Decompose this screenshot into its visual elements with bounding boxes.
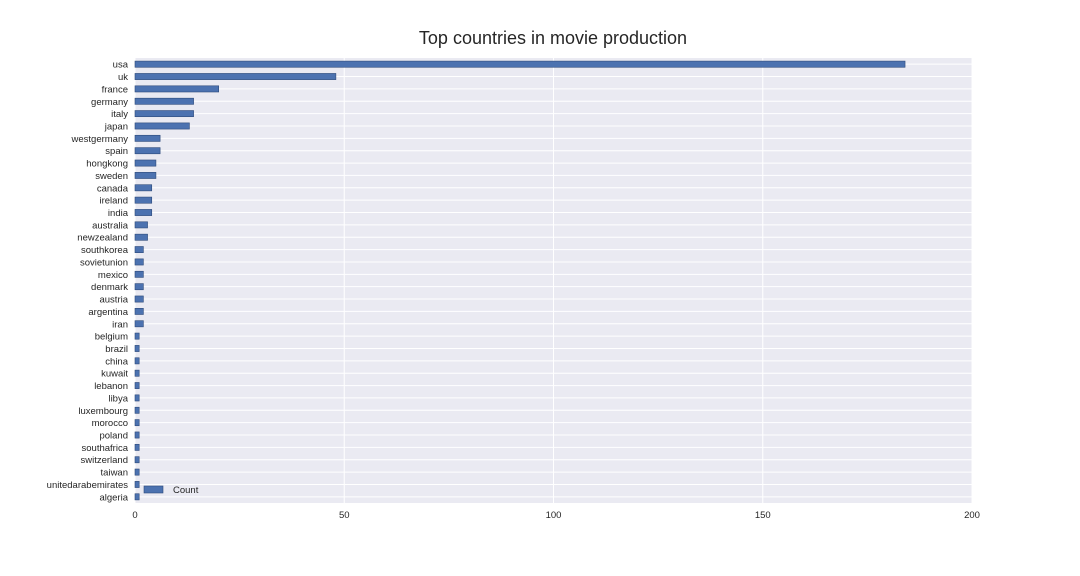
bar-denmark bbox=[134, 283, 144, 291]
bar-uk bbox=[134, 73, 337, 80]
x-tick-labels: 0 50 100 150 200 bbox=[132, 510, 980, 521]
y-tick-label: denmark bbox=[91, 282, 128, 293]
legend: Count bbox=[143, 485, 199, 496]
bar-westgermany bbox=[134, 134, 161, 142]
bar-usa bbox=[134, 60, 906, 68]
y-tick-label: westgermany bbox=[71, 134, 129, 145]
bar-china bbox=[134, 357, 140, 365]
y-tick-label: luxembourg bbox=[78, 406, 128, 417]
bar-iran bbox=[134, 320, 144, 328]
bar-switzerland bbox=[134, 456, 140, 464]
chart-title: Top countries in movie production bbox=[419, 28, 687, 48]
bar-lebanon bbox=[134, 382, 140, 389]
bar-australia bbox=[134, 221, 148, 229]
bar-hongkong bbox=[134, 159, 157, 167]
y-tick-label: sweden bbox=[95, 171, 128, 182]
x-tick-label: 200 bbox=[964, 510, 980, 521]
x-tick-label: 0 bbox=[132, 510, 137, 521]
bar-italy bbox=[134, 110, 194, 118]
y-tick-label: morocco bbox=[92, 418, 128, 429]
y-tick-label: newzealand bbox=[77, 233, 128, 244]
x-tick-label: 150 bbox=[755, 510, 771, 521]
y-tick-label: libya bbox=[108, 393, 128, 404]
y-tick-label: lebanon bbox=[94, 381, 128, 392]
bar-germany bbox=[134, 97, 194, 105]
bar-unitedarabemirates bbox=[134, 481, 140, 488]
bar-mexico bbox=[134, 270, 144, 278]
y-tick-label: taiwan bbox=[101, 468, 128, 479]
y-tick-label: germany bbox=[91, 97, 128, 108]
bar-taiwan bbox=[134, 468, 140, 476]
y-tick-label: canada bbox=[97, 183, 129, 194]
bar-southafrica bbox=[134, 443, 140, 451]
y-tick-label: italy bbox=[111, 109, 128, 120]
bar-brazil bbox=[134, 345, 140, 352]
bar-morocco bbox=[134, 419, 140, 427]
y-tick-label: austria bbox=[99, 295, 128, 306]
y-tick-labels: usaukfrancegermanyitalyjapanwestgermanys… bbox=[47, 60, 129, 504]
bar-sovietunion bbox=[134, 258, 144, 266]
x-tick-label: 100 bbox=[546, 510, 562, 521]
bar-algeria bbox=[134, 493, 140, 501]
bar-austria bbox=[134, 295, 144, 303]
bar-libya bbox=[134, 394, 140, 402]
y-tick-label: australia bbox=[92, 220, 129, 231]
bars bbox=[134, 60, 906, 501]
y-tick-label: ireland bbox=[99, 196, 128, 207]
y-tick-label: kuwait bbox=[101, 369, 128, 380]
bar-japan bbox=[134, 122, 190, 130]
y-tick-label: india bbox=[108, 208, 129, 219]
legend-label: Count bbox=[173, 485, 199, 496]
y-tick-label: usa bbox=[113, 60, 129, 71]
y-tick-label: southafrica bbox=[82, 443, 129, 454]
bar-southkorea bbox=[134, 246, 144, 253]
y-tick-label: iran bbox=[112, 319, 128, 330]
bar-argentina bbox=[134, 308, 144, 315]
legend-swatch bbox=[143, 485, 164, 494]
y-tick-label: argentina bbox=[88, 307, 128, 318]
gridlines bbox=[134, 58, 973, 503]
y-tick-label: china bbox=[105, 356, 128, 367]
bar-india bbox=[134, 209, 153, 216]
bar-canada bbox=[134, 184, 153, 192]
y-tick-label: mexico bbox=[98, 270, 128, 281]
y-tick-label: unitedarabemirates bbox=[47, 480, 129, 491]
bar-newzealand bbox=[134, 233, 148, 241]
y-tick-label: uk bbox=[118, 72, 128, 83]
y-tick-label: southkorea bbox=[81, 245, 129, 256]
bar-belgium bbox=[134, 332, 140, 340]
y-tick-label: hongkong bbox=[86, 159, 128, 170]
y-tick-label: japan bbox=[104, 121, 128, 132]
bar-luxembourg bbox=[134, 406, 140, 414]
y-tick-label: brazil bbox=[105, 344, 128, 355]
bar-ireland bbox=[134, 196, 153, 204]
bar-spain bbox=[134, 147, 161, 155]
y-tick-label: france bbox=[102, 84, 128, 95]
y-tick-label: algeria bbox=[99, 492, 128, 503]
y-tick-label: belgium bbox=[95, 332, 128, 343]
bar-sweden bbox=[134, 172, 157, 179]
y-tick-label: spain bbox=[105, 146, 128, 157]
bar-france bbox=[134, 85, 219, 93]
y-tick-label: poland bbox=[99, 431, 128, 442]
bar-poland bbox=[134, 431, 140, 439]
y-tick-label: switzerland bbox=[80, 455, 128, 466]
x-tick-label: 50 bbox=[339, 510, 350, 521]
y-tick-label: sovietunion bbox=[80, 257, 128, 268]
bar-kuwait bbox=[134, 369, 140, 377]
